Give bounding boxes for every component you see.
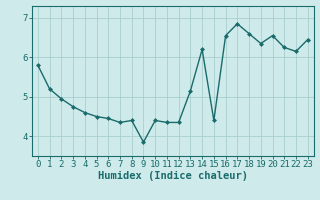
X-axis label: Humidex (Indice chaleur): Humidex (Indice chaleur) — [98, 171, 248, 181]
